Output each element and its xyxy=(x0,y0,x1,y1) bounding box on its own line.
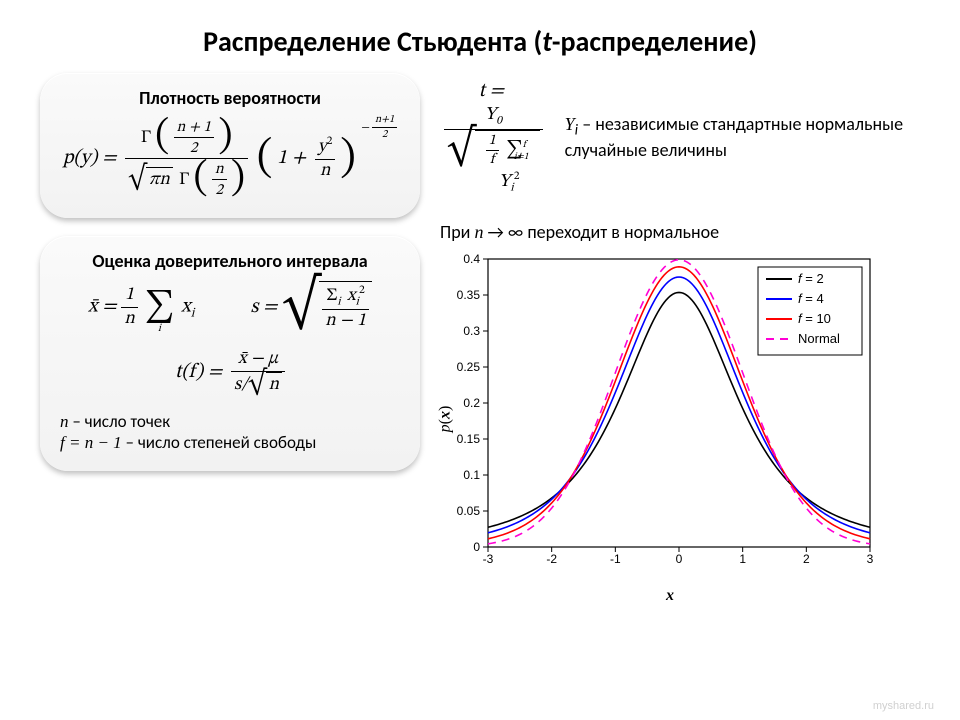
svg-text:0: 0 xyxy=(473,540,480,554)
svg-text:3: 3 xyxy=(867,552,874,566)
svg-text:0.35: 0.35 xyxy=(457,288,481,302)
svg-text:0.4: 0.4 xyxy=(463,252,480,266)
svg-text:0.3: 0.3 xyxy=(463,324,480,338)
svg-text:0: 0 xyxy=(676,552,683,566)
chart-ylabel: p(x) xyxy=(436,406,454,433)
chart-xlabel: x xyxy=(666,587,674,605)
svg-text:0.1: 0.1 xyxy=(463,468,480,482)
svg-text:0.05: 0.05 xyxy=(457,504,481,518)
page-title: Распределение Стьюдента (t-распределение… xyxy=(40,24,920,59)
ci-notes: n – число точек f = n − 1 – число степен… xyxy=(60,411,400,453)
density-chart: p(x) -3-2-1012300.050.10.150.20.250.30.3… xyxy=(440,249,900,599)
density-card: Плотность вероятности p(y) = Γ ( n + 1 2… xyxy=(40,73,420,218)
svg-text:2: 2 xyxy=(803,552,810,566)
ci-mean-s: x̄ = 1 n ∑ i xi s = xyxy=(60,280,400,334)
limit-note: При n → ∞ переходит в нормальное xyxy=(440,221,920,243)
t-definition: t = Y0 √ 1 f ∑fi xyxy=(440,79,920,195)
ci-card-title: Оценка доверительного интервала xyxy=(60,250,400,272)
ci-tstat: t(f) = x̄ − μ s/√n xyxy=(60,348,400,397)
svg-text:-1: -1 xyxy=(610,552,621,566)
svg-text:f = 10: f = 10 xyxy=(798,311,831,326)
svg-text:-2: -2 xyxy=(546,552,557,566)
watermark: myshared.ru xyxy=(873,700,934,712)
svg-text:Normal: Normal xyxy=(798,331,840,346)
svg-text:f = 4: f = 4 xyxy=(798,291,824,306)
svg-text:0.15: 0.15 xyxy=(457,432,481,446)
svg-text:-3: -3 xyxy=(483,552,494,566)
svg-text:1: 1 xyxy=(739,552,746,566)
density-card-title: Плотность вероятности xyxy=(60,87,400,109)
svg-text:f = 2: f = 2 xyxy=(798,271,824,286)
t-desc: Yi – независимые стандартные нормальные … xyxy=(565,113,920,162)
svg-text:0.2: 0.2 xyxy=(463,396,480,410)
ci-card: Оценка доверительного интервала x̄ = 1 n… xyxy=(40,236,420,471)
density-formula: p(y) = Γ ( n + 1 2 ) √πn xyxy=(60,117,400,200)
svg-text:0.25: 0.25 xyxy=(457,360,481,374)
